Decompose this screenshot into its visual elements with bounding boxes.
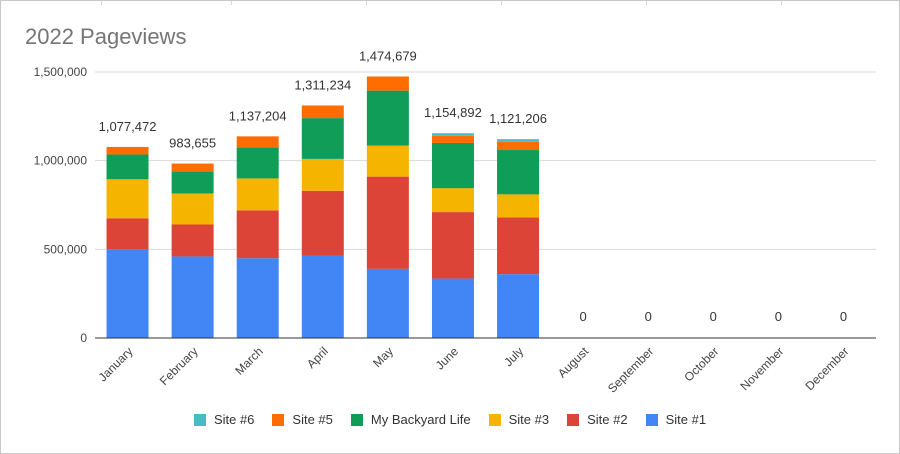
x-tick-label: January [96,344,136,384]
legend-label: My Backyard Life [370,412,471,427]
legend-label: Site #2 [587,412,628,427]
sheet-gridline [101,1,102,5]
sheet-gridline [781,1,782,5]
legend-swatch [350,413,363,426]
legend-item: Site #1 [645,412,707,427]
bar-segment [236,178,279,211]
legend-item: Site #3 [488,412,550,427]
y-tick-label: 0 [80,331,87,345]
bar-total-label: 1,474,679 [359,48,417,63]
bar-segment [236,136,279,148]
legend-label: Site #5 [292,412,333,427]
bar-segment [497,274,540,338]
legend-swatch [488,413,501,426]
legend-item: Site #2 [567,412,628,427]
x-tick-label: April [304,344,331,371]
legend-swatch [272,413,285,426]
bar-segment [431,188,474,213]
y-tick-label: 500,000 [44,242,88,256]
legend-label: Site #6 [213,412,255,427]
bar-segment [301,118,344,159]
chart-title: 2022 Pageviews [25,24,187,49]
x-tick-label: September [605,344,656,395]
x-tick-label: November [737,344,786,393]
bar-segment [171,256,214,338]
bar-segment [106,146,149,155]
bar-segment [497,150,540,195]
bar-total-label: 0 [710,309,717,324]
x-tick-label: December [803,344,852,393]
bar-total-label: 983,655 [169,136,216,151]
bar-segment [106,218,149,250]
bar-segment [366,90,409,146]
bar-segment [431,142,474,189]
bar-segment [366,76,409,91]
bar-segment [431,133,474,136]
sheet-gridline [646,1,647,5]
chart-legend: Site #6 Site #5 My Backyard Life Site #3 Sit… [0,412,900,427]
bar-segment [236,258,279,338]
bar-segment [366,268,409,338]
bar-segment [106,249,149,338]
x-tick-label: May [370,344,396,370]
legend-label: Site #3 [508,412,550,427]
bar-segment [497,141,540,151]
bar-total-label: 1,137,204 [229,108,287,123]
bar-segment [497,194,540,218]
bar-segment [301,158,344,191]
bar-segment [106,179,149,219]
bar-segment [171,193,214,225]
sheet-gridline [231,1,232,5]
bar-segment [431,212,474,279]
bar-total-label: 1,077,472 [99,119,157,134]
bar-total-label: 1,154,892 [424,105,482,120]
bar-segment [366,176,409,269]
bar-segment [366,145,409,177]
legend-swatch [193,413,206,426]
bar-segment [431,278,474,338]
bar-segment [171,224,214,257]
x-tick-label: October [681,344,721,384]
legend-item: Site #5 [272,412,333,427]
bar-segment [171,163,214,172]
bar-total-label: 0 [775,309,782,324]
bar-total-label: 1,311,234 [294,77,351,92]
x-tick-label: June [433,344,462,373]
bar-segment [236,147,279,179]
x-tick-label: March [232,344,265,377]
bar-total-label: 0 [840,309,847,324]
sheet-gridline [366,1,367,5]
legend-swatch [645,413,658,426]
sheet-gridline [501,1,502,5]
bar-total-label: 0 [580,309,587,324]
bar-segment [301,105,344,119]
bar-segment [301,255,344,338]
y-tick-label: 1,500,000 [34,65,88,79]
bar-segment [236,210,279,259]
bar-segment [431,135,474,143]
bar-total-label: 1,121,206 [489,111,547,126]
bar-segment [301,190,344,256]
x-tick-label: July [501,344,526,369]
bar-total-label: 0 [645,309,652,324]
legend-item: Site #6 [193,412,255,427]
bar-segment [497,139,540,142]
legend-label: Site #1 [665,412,707,427]
bar-segment [106,154,149,180]
bar-segment [497,217,540,275]
legend-item: My Backyard Life [350,412,471,427]
y-tick-label: 1,000,000 [34,154,88,168]
bar-segment [171,171,214,194]
x-tick-label: August [555,344,592,381]
legend-swatch [567,413,580,426]
x-tick-label: February [157,344,201,388]
